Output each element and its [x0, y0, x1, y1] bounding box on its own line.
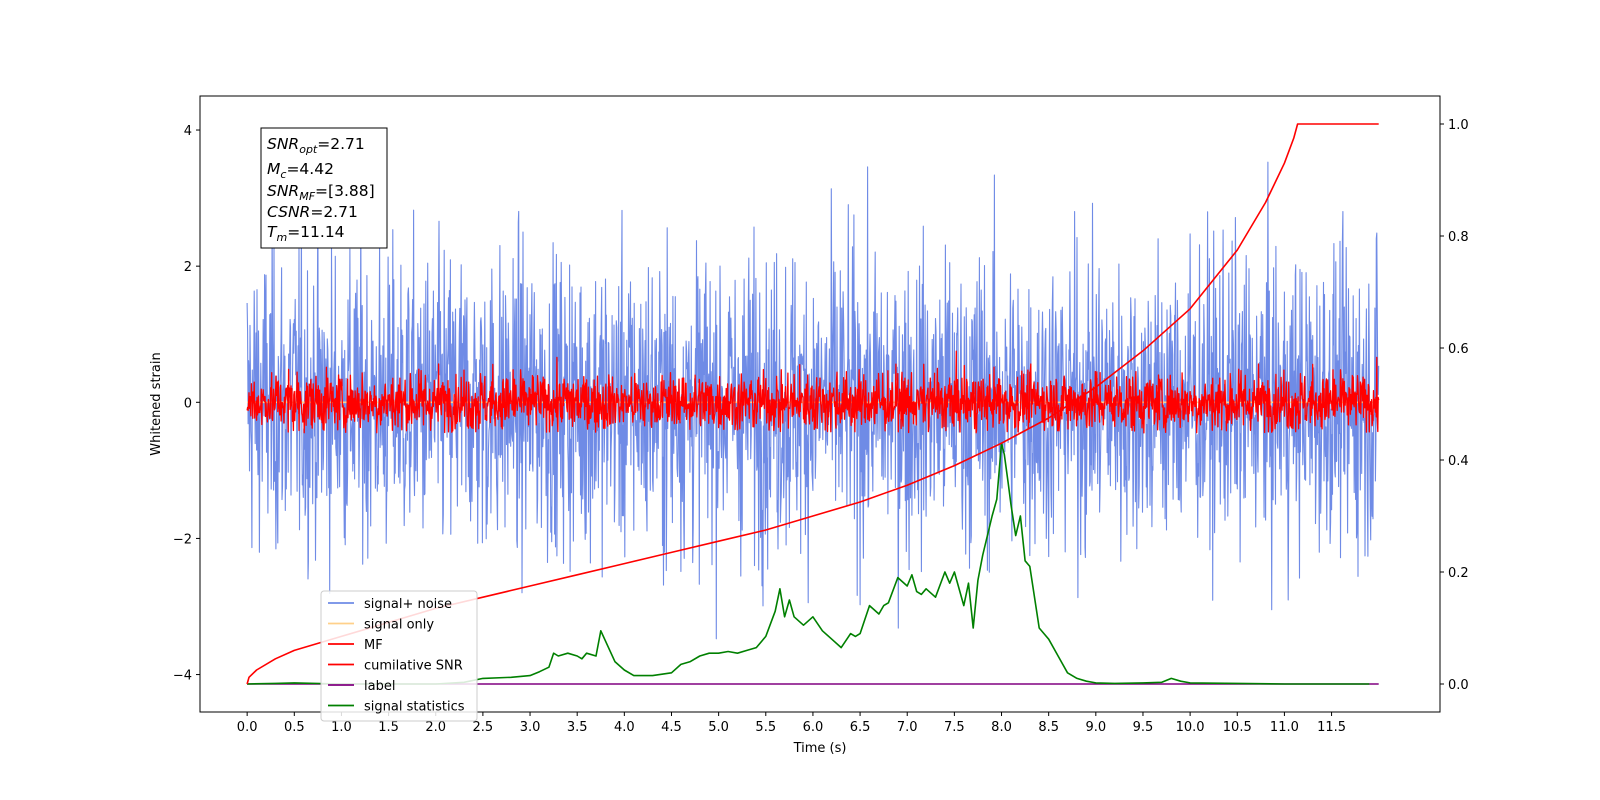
x-tick-label: 2.5 [473, 720, 494, 735]
x-tick-label: 7.5 [944, 720, 965, 735]
y2-axis-ticks: 0.0 0.2 0.4 0.6 0.8 1.0 [1440, 118, 1469, 693]
x-tick-label: 3.5 [567, 720, 588, 735]
y-tick-label: 4 [184, 124, 192, 139]
y2-tick-label: 0.4 [1448, 454, 1469, 469]
y2-tick-label: 0.0 [1448, 678, 1469, 693]
annotation-snr-mf: SNRMF=[3.88] [267, 182, 375, 203]
y-tick-label: 0 [184, 396, 192, 411]
legend-label-mf: MF [364, 638, 383, 653]
annotation-mc: Mc=4.42 [267, 160, 334, 181]
y-axis-ticks: −4 −2 0 2 4 [173, 124, 200, 684]
legend-label-signal-statistics: signal statistics [364, 700, 465, 715]
x-tick-label: 5.0 [708, 720, 729, 735]
x-tick-label: 9.5 [1133, 720, 1154, 735]
x-tick-label: 10.5 [1223, 720, 1252, 735]
x-tick-label: 3.0 [520, 720, 541, 735]
legend-frame [320, 590, 478, 722]
legend: signal+ noise signal only MF cumilative SNR… [320, 590, 478, 722]
legend-label-cumilative-snr: cumilative SNR [364, 659, 463, 674]
legend-label-signal-noise: signal+ noise [364, 597, 452, 612]
x-tick-label: 0.5 [284, 720, 305, 735]
x-axis-ticks: 0.0 0.5 1.0 1.5 2.0 2.5 3.0 3.5 4.0 4.5 5.0 5.5 6.0 6… [237, 712, 1346, 735]
x-tick-label: 1.0 [331, 720, 352, 735]
x-tick-label: 7.0 [897, 720, 918, 735]
series-line-signal-statistics [247, 442, 1370, 685]
y-tick-label: 2 [184, 260, 192, 275]
x-tick-label: 11.5 [1317, 720, 1346, 735]
series-line-mf [246, 350, 1380, 434]
legend-label-label: label [364, 679, 395, 694]
y2-tick-label: 0.2 [1448, 566, 1469, 581]
x-tick-label: 6.5 [850, 720, 871, 735]
x-tick-label: 9.0 [1085, 720, 1106, 735]
annotation-box: SNRopt=2.71 Mc=4.42 SNRMF=[3.88] CSNR=2.… [260, 127, 388, 249]
x-tick-label: 8.5 [1038, 720, 1059, 735]
y-tick-label: −4 [173, 669, 192, 684]
x-tick-label: 5.5 [755, 720, 776, 735]
x-tick-label: 8.0 [991, 720, 1012, 735]
y2-tick-label: 1.0 [1448, 118, 1469, 133]
annotation-csnr: CSNR=2.71 [267, 203, 358, 221]
x-tick-label: 11.0 [1270, 720, 1299, 735]
x-tick-label: 10.0 [1176, 720, 1205, 735]
x-tick-label: 6.0 [803, 720, 824, 735]
x-axis-label: Time (s) [793, 741, 847, 756]
annotation-snr-opt: SNRopt=2.71 [267, 135, 365, 156]
y2-tick-label: 0.6 [1448, 342, 1469, 357]
legend-label-signal-only: signal only [364, 618, 434, 633]
y2-tick-label: 0.8 [1448, 230, 1469, 245]
plot-frame [199, 95, 1441, 713]
y-axis-label: Whitened strain [149, 352, 164, 455]
x-tick-label: 2.0 [425, 720, 446, 735]
annotation-tm: Tm=11.14 [267, 223, 345, 244]
x-tick-label: 1.5 [378, 720, 399, 735]
x-tick-label: 4.0 [614, 720, 635, 735]
x-tick-label: 0.0 [237, 720, 258, 735]
y-tick-label: −2 [173, 532, 192, 547]
annotation-frame [260, 127, 388, 249]
x-tick-label: 4.5 [661, 720, 682, 735]
series-line-signal-noise [246, 161, 1380, 640]
